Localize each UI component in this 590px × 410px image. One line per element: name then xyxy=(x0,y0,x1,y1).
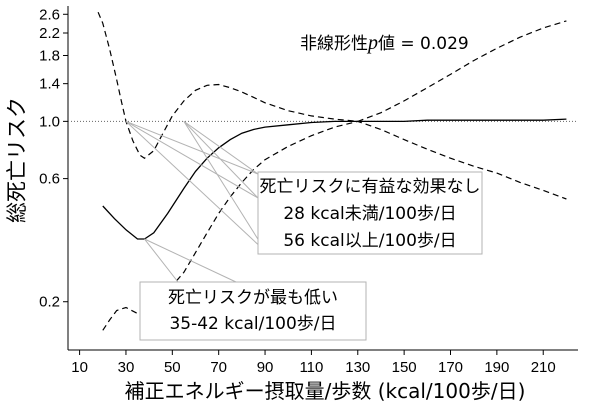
x-tick-label: 150 xyxy=(392,359,417,376)
y-tick-label: 1.0 xyxy=(39,113,60,130)
y-axis-label: 総死亡リスク xyxy=(5,97,29,223)
x-tick-label: 110 xyxy=(299,359,323,376)
no-effect-annotation-box xyxy=(257,171,483,255)
no-effect-leader-line xyxy=(183,121,267,253)
lowest-risk-annotation-box xyxy=(139,281,367,341)
lowest-risk-leader-line xyxy=(144,238,179,283)
no-effect-leader-line xyxy=(125,120,259,175)
x-tick-label: 10 xyxy=(71,359,88,376)
x-tick-label: 70 xyxy=(210,359,227,376)
x-tick-label: 90 xyxy=(257,359,274,376)
no-effect-annotation-line: 56 kcal以上/100歩/日 xyxy=(283,231,456,251)
y-tick-label: 2.6 xyxy=(39,6,60,23)
y-tick-label: 1.8 xyxy=(39,47,60,64)
lowest-risk-annotation-line: 死亡リスクが最も低い xyxy=(168,288,338,308)
no-effect-leader-line xyxy=(183,121,259,199)
y-tick-label: 0.6 xyxy=(39,171,60,188)
x-tick-label: 130 xyxy=(345,359,370,376)
nonlinear-p-annotation: 非線形性p値 = 0.029 xyxy=(300,32,469,54)
axes: 10 30 50 70 90 110 130 150 170 190 210 0.2 0.6 1.0 1.4… xyxy=(39,6,578,376)
x-tick-label: 50 xyxy=(164,359,181,376)
no-effect-annotation-line: 死亡リスクに有益な効果なし xyxy=(260,177,481,197)
x-tick-label: 30 xyxy=(118,359,135,376)
no-effect-leader-line xyxy=(125,120,267,253)
no-effect-leader-line xyxy=(125,120,259,199)
series-upper-ci-line xyxy=(97,11,567,159)
no-effect-annotation-line: 28 kcal未満/100歩/日 xyxy=(283,204,456,224)
series-point-estimate-line xyxy=(102,118,567,240)
x-tick-label: 210 xyxy=(531,359,556,376)
x-tick-label: 190 xyxy=(484,359,509,376)
no-effect-leader-line xyxy=(183,120,259,175)
y-tick-label: 2.2 xyxy=(39,25,60,42)
annotation-leaders xyxy=(125,120,267,283)
annotations-group: 非線形性p値 = 0.029 死亡リスクに有益な効果なし 28 kcal未満/100… xyxy=(139,32,483,341)
y-tick-label: 0.2 xyxy=(39,294,60,311)
lowest-risk-leader-line xyxy=(144,238,237,283)
x-tick-label: 170 xyxy=(438,359,463,376)
x-axis-label: 補正エネルギー摂取量/歩数 (kcal/100歩/日) xyxy=(125,379,526,403)
y-tick-label: 1.4 xyxy=(39,76,60,93)
lowest-risk-annotation-line: 35-42 kcal/100歩/日 xyxy=(169,314,336,334)
